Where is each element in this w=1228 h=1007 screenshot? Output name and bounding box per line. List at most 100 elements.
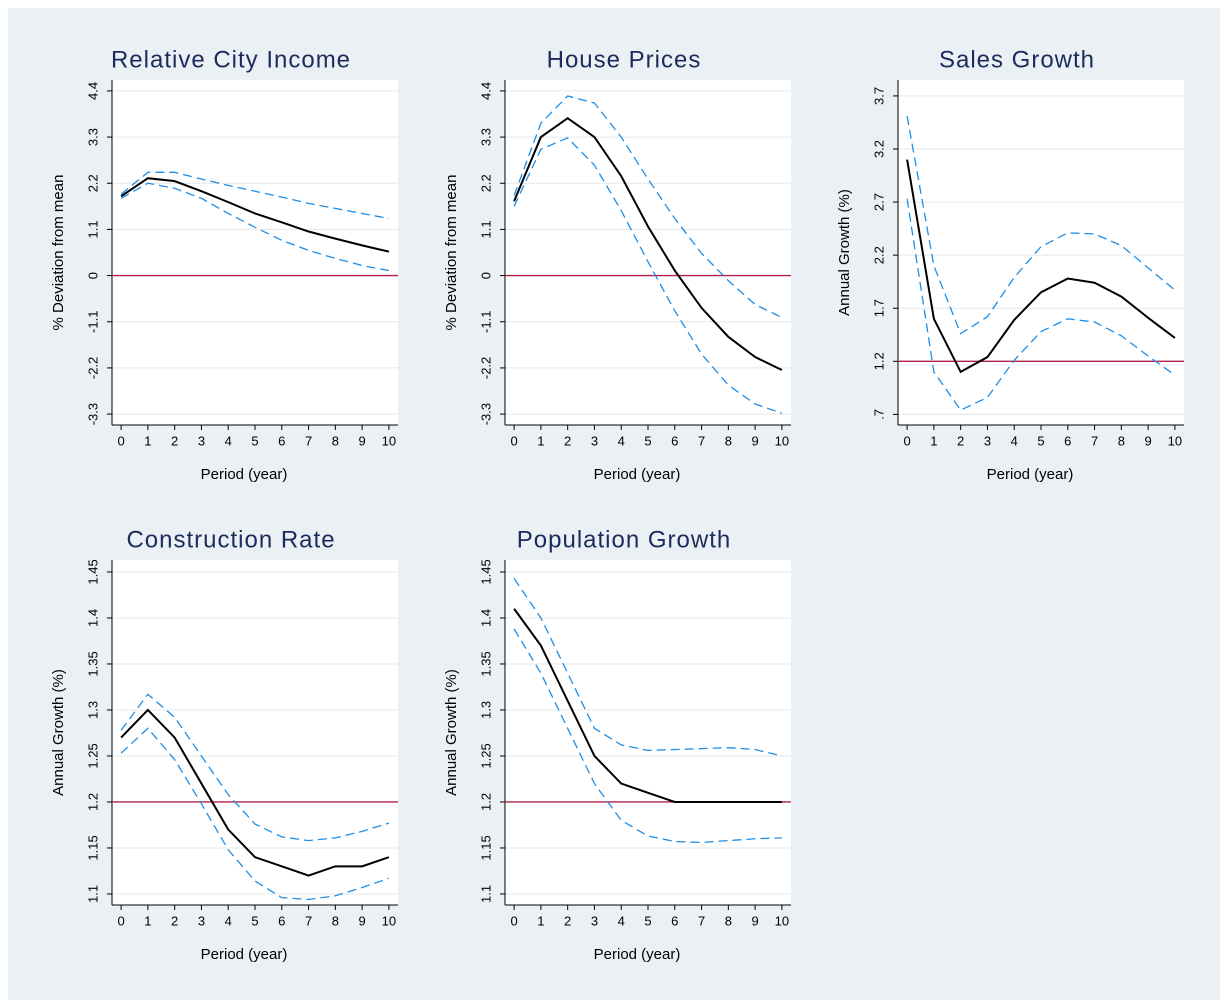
estimate-line [513,608,782,803]
x-tick-label: 10 [775,433,789,448]
x-tick-label: 0 [510,913,517,928]
y-axis-label: Annual Growth (%) [443,669,460,796]
x-tick-label: 2 [564,433,571,448]
y-tick-label: -3.3 [478,403,493,425]
y-tick-label: 1.1 [478,220,493,238]
subplot: House Prices -3.3 -2.2 -1.1 0 1.1 2.2 3.3 4.4 0 1 2… [443,46,791,483]
x-tick-label: 4 [225,433,232,448]
x-tick-label: 1 [537,433,544,448]
x-tick-label: 4 [1011,433,1018,448]
y-tick-label: 1.2 [85,793,100,811]
plot-area [112,560,398,905]
confidence-line [906,115,1176,335]
x-tick-label: 1 [537,913,544,928]
x-tick-label: 4 [618,913,625,928]
x-tick-label: 2 [171,913,178,928]
confidence-line [120,171,390,220]
subplot: Relative City Income -3.3 -2.2 -1.1 0 1.1 2.2 3… [50,46,398,483]
confidence-line [120,727,390,901]
y-tick-label: 1.45 [478,559,493,584]
confidence-line [906,198,1176,411]
y-tick-label: 2.7 [871,193,886,211]
confidence-line [513,137,783,414]
x-tick-label: 8 [332,913,339,928]
x-tick-label: 10 [382,913,396,928]
x-tick-label: 7 [698,913,705,928]
x-tick-label: 9 [1144,433,1151,448]
y-tick-label: 1.2 [478,793,493,811]
x-tick-label: 3 [591,913,598,928]
x-tick-label: 0 [903,433,910,448]
y-tick-label: 1.25 [478,743,493,768]
estimate-line [120,177,390,253]
x-tick-label: 0 [510,433,517,448]
chart-title: Sales Growth [939,46,1095,73]
x-tick-label: 3 [198,913,205,928]
y-tick-label: 1.45 [85,559,100,584]
x-tick-label: 3 [591,433,598,448]
y-tick-label: 1.2 [871,352,886,370]
chart-title: Population Growth [517,526,731,553]
x-tick-label: 7 [305,913,312,928]
x-tick-label: 6 [1064,433,1071,448]
y-axis-label: Annual Growth (%) [50,669,67,796]
y-tick-label: 2.2 [478,174,493,192]
x-tick-label: 2 [957,433,964,448]
x-tick-label: 4 [618,433,625,448]
x-tick-label: 10 [382,433,396,448]
confidence-line [513,628,782,844]
plot-area [898,80,1184,425]
x-tick-label: 5 [644,433,651,448]
y-tick-label: -3.3 [85,403,100,425]
x-tick-label: 7 [305,433,312,448]
x-tick-label: 6 [278,913,285,928]
x-tick-label: 0 [117,913,124,928]
x-tick-label: 5 [1037,433,1044,448]
y-tick-label: -2.2 [478,357,493,379]
x-axis-label: Period (year) [201,466,288,483]
y-tick-label: 4.4 [478,82,493,100]
y-tick-label: 1.1 [85,885,100,903]
y-tick-label: 4.4 [85,82,100,100]
y-tick-label: 1.7 [871,299,886,317]
x-tick-label: 5 [644,913,651,928]
x-tick-label: 4 [225,913,232,928]
x-tick-label: 3 [198,433,205,448]
x-tick-label: 3 [984,433,991,448]
y-tick-label: 3.7 [871,87,886,105]
x-tick-label: 6 [671,433,678,448]
x-tick-label: 2 [564,913,571,928]
y-tick-label: -1.1 [85,311,100,333]
y-tick-label: 1.1 [85,220,100,238]
y-tick-label: 3.3 [85,128,100,146]
x-tick-label: 10 [775,913,789,928]
x-tick-label: 8 [725,433,732,448]
estimate-line [120,708,390,877]
y-tick-label: 1.35 [85,651,100,676]
x-tick-label: 5 [251,913,258,928]
y-axis-label: % Deviation from mean [50,175,67,331]
confidence-line [120,182,390,272]
x-tick-label: 9 [358,433,365,448]
confidence-line [513,95,783,319]
y-tick-label: 0 [85,272,100,279]
y-tick-label: 3.2 [871,140,886,158]
x-tick-label: 8 [332,433,339,448]
x-tick-label: 1 [144,913,151,928]
x-tick-label: 2 [171,433,178,448]
y-tick-label: .7 [871,409,886,420]
chart-title: Construction Rate [126,526,335,553]
plot-area [112,80,398,425]
x-tick-label: 6 [278,433,285,448]
x-tick-label: 0 [117,433,124,448]
x-tick-label: 7 [1091,433,1098,448]
x-tick-label: 8 [725,913,732,928]
plot-area [505,560,791,905]
y-tick-label: 1.3 [478,701,493,719]
confidence-line [513,578,783,757]
y-tick-label: 3.3 [478,128,493,146]
x-tick-label: 9 [751,433,758,448]
x-tick-label: 7 [698,433,705,448]
x-axis-label: Period (year) [594,946,681,963]
